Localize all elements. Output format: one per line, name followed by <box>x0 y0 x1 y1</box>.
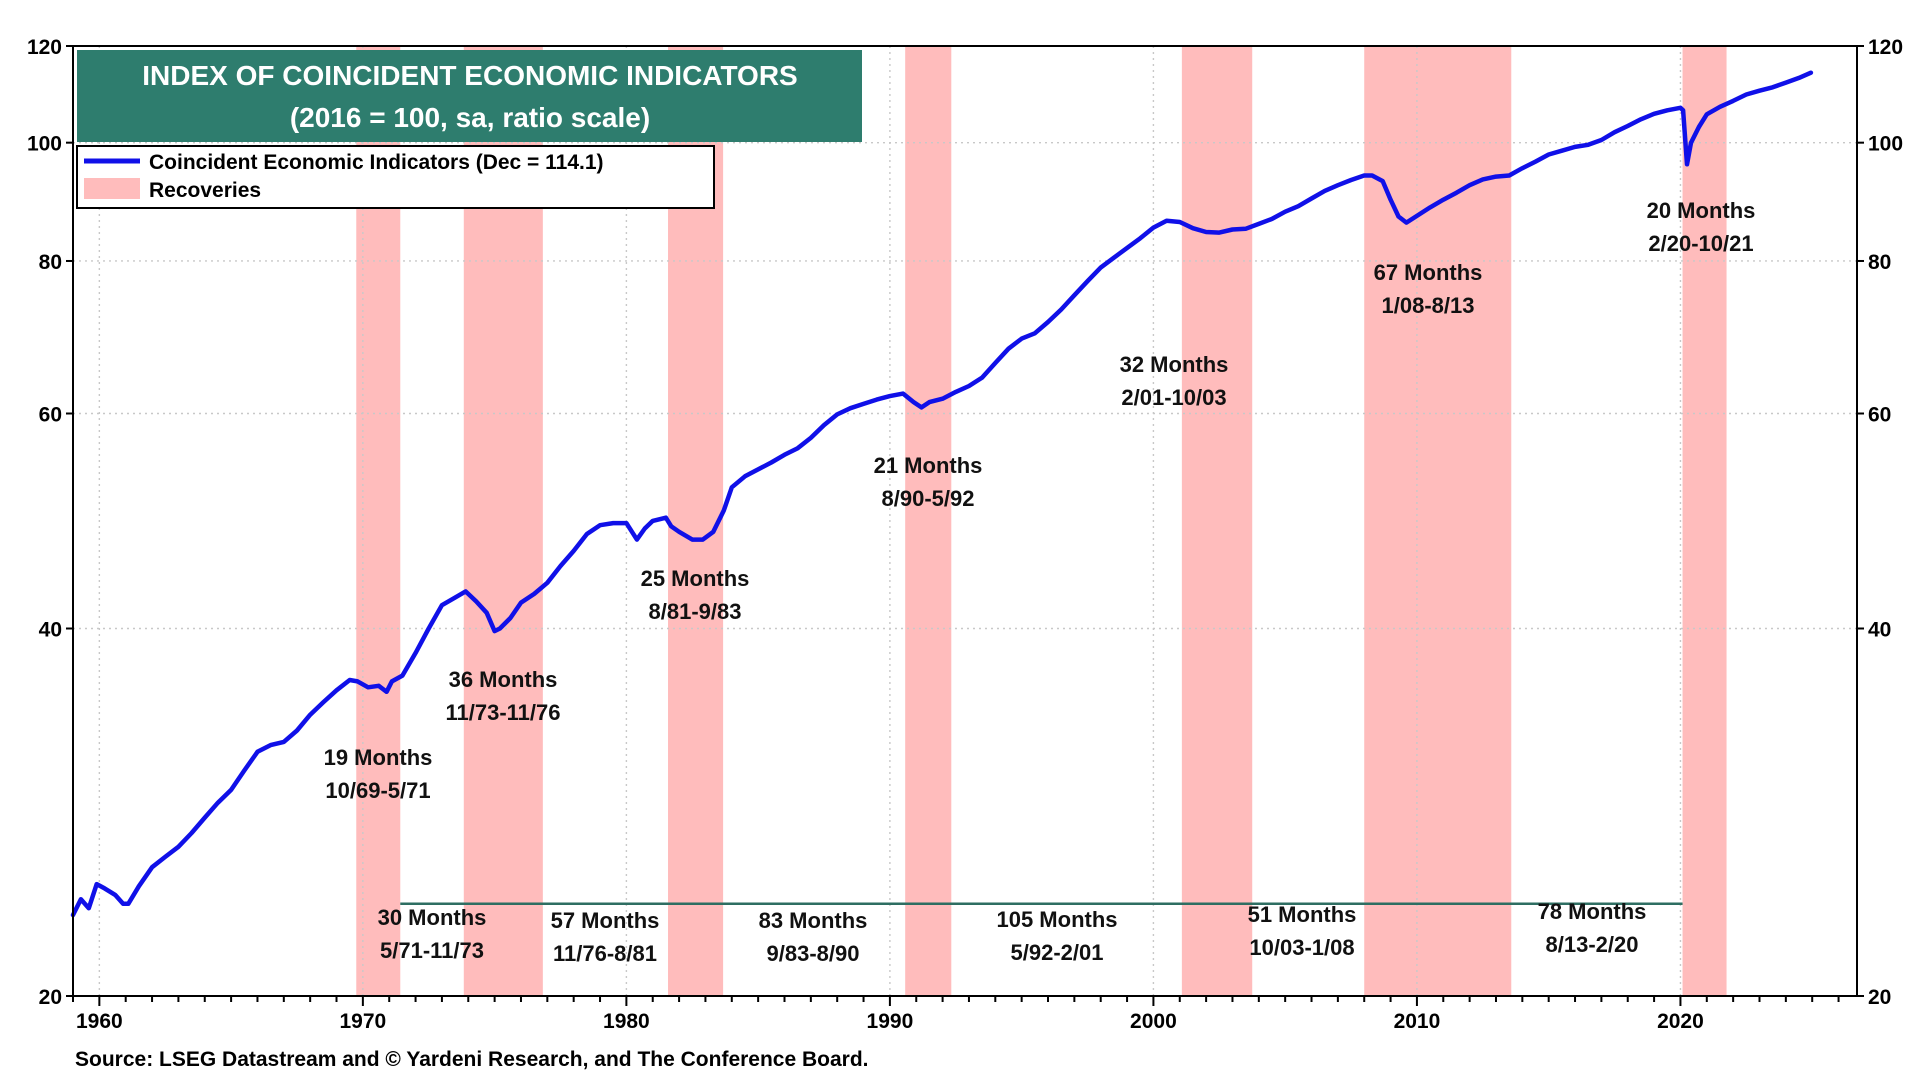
expansion-months-label: 51 Months <box>1248 902 1357 927</box>
y-tick-label-right: 20 <box>1868 986 1891 1009</box>
x-tick-label: 1970 <box>340 1010 387 1033</box>
x-tick-label: 1990 <box>867 1010 914 1033</box>
legend-box <box>76 145 715 209</box>
series-line <box>70 70 1814 918</box>
recovery-range-label: 11/73-11/76 <box>445 700 560 725</box>
recovery-months-label: 20 Months <box>1647 198 1756 223</box>
legend-band-label: Recoveries <box>149 179 261 202</box>
x-tick-label: 2000 <box>1130 1010 1177 1033</box>
x-tick-label: 2010 <box>1394 1010 1441 1033</box>
x-tick-label: 1980 <box>603 1010 650 1033</box>
expansion-months-label: 57 Months <box>551 908 660 933</box>
recovery-band <box>1682 46 1727 996</box>
recovery-range-label: 8/81-9/83 <box>649 599 742 624</box>
y-tick-label-right: 40 <box>1868 618 1891 641</box>
legend-line-label: Coincident Economic Indicators (Dec = 11… <box>149 151 604 174</box>
recovery-band <box>905 46 952 996</box>
expansion-range-label: 8/13-2/20 <box>1546 932 1639 957</box>
y-tick-label-left: 120 <box>27 36 62 59</box>
series-layer <box>70 70 1814 918</box>
expansion-range-label: 5/71-11/73 <box>380 938 484 963</box>
y-tick-label-left: 40 <box>39 618 62 641</box>
y-tick-label-left: 60 <box>39 404 62 427</box>
recovery-range-label: 2/20-10/21 <box>1648 231 1753 256</box>
expansion-months-label: 30 Months <box>378 905 487 930</box>
expansion-months-label: 105 Months <box>996 907 1117 932</box>
recovery-months-label: 19 Months <box>324 745 433 770</box>
y-tick-label-right: 80 <box>1868 251 1891 274</box>
plot-frame <box>72 45 1858 997</box>
recovery-months-label: 67 Months <box>1374 260 1483 285</box>
y-tick-label-right: 120 <box>1868 36 1903 59</box>
recovery-range-label: 10/69-5/71 <box>325 778 430 803</box>
chart-subtitle: (2016 = 100, sa, ratio scale) <box>290 102 650 133</box>
legend: Coincident Economic Indicators (Dec = 11… <box>76 145 715 209</box>
recovery-range-label: 2/01-10/03 <box>1121 385 1226 410</box>
y-tick-label-right: 100 <box>1868 133 1903 156</box>
title-background <box>77 50 862 142</box>
expansion-range-label: 9/83-8/90 <box>767 941 860 966</box>
y-tick-label-left: 20 <box>39 986 62 1009</box>
chart-title: INDEX OF COINCIDENT ECONOMIC INDICATORS <box>142 60 797 91</box>
annotation-layer: 19 Months 10/69-5/71 36 Months 11/73-11/76 2… <box>324 198 1756 966</box>
recovery-range-label: 1/08-8/13 <box>1382 293 1475 318</box>
y-tick-label-left: 80 <box>39 251 62 274</box>
recovery-months-label: 36 Months <box>449 667 558 692</box>
source-note: Source: LSEG Datastream and © Yardeni Re… <box>75 1048 869 1071</box>
recovery-months-label: 21 Months <box>874 453 983 478</box>
recovery-months-label: 32 Months <box>1120 352 1229 377</box>
legend-band-swatch <box>84 178 140 199</box>
y-tick-label-right: 60 <box>1868 404 1891 427</box>
recovery-range-label: 8/90-5/92 <box>882 486 975 511</box>
recovery-band <box>1181 46 1253 996</box>
expansion-months-label: 78 Months <box>1538 899 1647 924</box>
y-tick-label-left: 100 <box>27 133 62 156</box>
x-tick-label: 2020 <box>1657 1010 1704 1033</box>
expansion-range-label: 10/03-1/08 <box>1249 935 1354 960</box>
expansion-range-label: 11/76-8/81 <box>553 941 657 966</box>
expansion-range-label: 5/92-2/01 <box>1011 940 1104 965</box>
recovery-months-label: 25 Months <box>641 566 750 591</box>
expansion-months-label: 83 Months <box>759 908 868 933</box>
x-tick-label: 1960 <box>76 1010 123 1033</box>
title-box: INDEX OF COINCIDENT ECONOMIC INDICATORS … <box>77 50 862 142</box>
